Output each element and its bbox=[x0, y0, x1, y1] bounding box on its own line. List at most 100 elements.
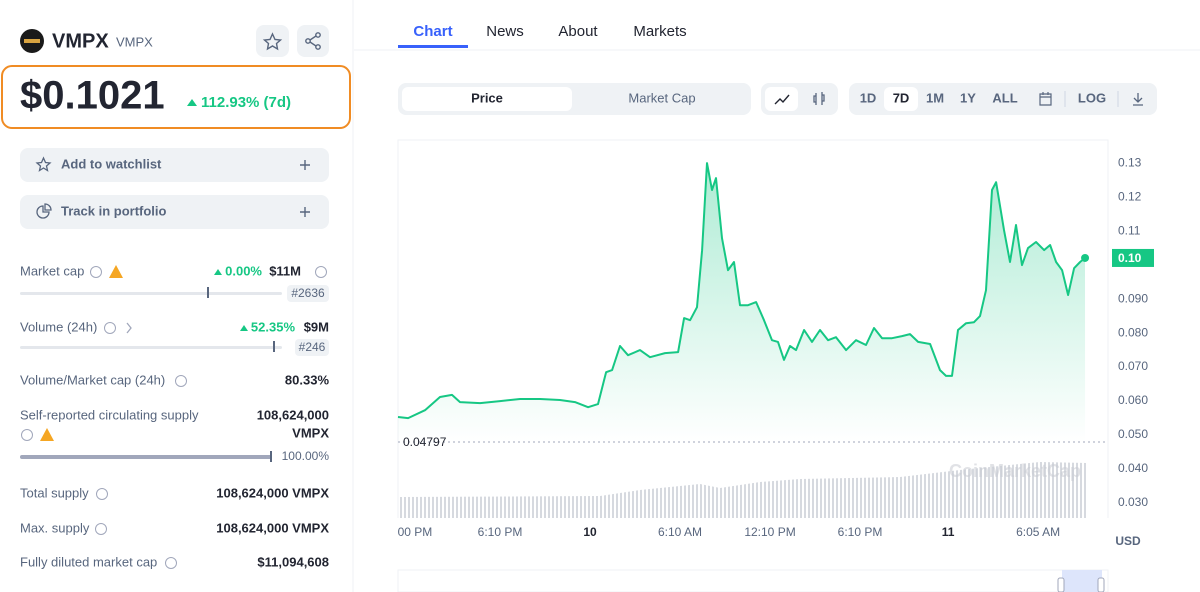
calendar-icon[interactable] bbox=[1039, 92, 1052, 106]
info-icon bbox=[90, 266, 102, 278]
mode-selected bbox=[402, 87, 572, 111]
x-tick-label: 00 PM bbox=[398, 525, 433, 539]
watchlist-button[interactable] bbox=[20, 148, 329, 182]
navigator-handle[interactable] bbox=[1097, 577, 1105, 592]
tab[interactable]: About bbox=[558, 23, 598, 40]
download-icon[interactable] bbox=[1133, 93, 1143, 106]
plot: 0.047970.130.120.110.0900.0800.0700.0600… bbox=[398, 155, 1154, 548]
range-selected bbox=[884, 87, 918, 111]
x-tick-label: 6:10 AM bbox=[658, 525, 702, 539]
progress-marker bbox=[273, 341, 275, 352]
last-value-badge bbox=[1112, 248, 1154, 267]
progress-bar bbox=[20, 292, 282, 295]
mode-option[interactable]: Price bbox=[471, 90, 503, 105]
info-icon bbox=[96, 488, 108, 500]
last-point bbox=[1081, 253, 1090, 262]
warning-icon bbox=[109, 265, 123, 278]
stat-percent: 100.00% bbox=[282, 449, 330, 463]
progress-bar bbox=[20, 455, 272, 459]
candle-icon[interactable] bbox=[813, 92, 825, 105]
stat-label: Market cap bbox=[20, 263, 84, 278]
price-change: 112.93% (7d) bbox=[201, 94, 291, 111]
unit-label: USD bbox=[1115, 534, 1141, 548]
x-tick-label: 6:10 PM bbox=[838, 525, 883, 539]
y-tick-label: 0.11 bbox=[1118, 223, 1141, 237]
y-tick-label: 0.040 bbox=[1118, 461, 1148, 475]
y-tick-label: 0.070 bbox=[1118, 359, 1148, 373]
y-tick-label: 0.090 bbox=[1118, 291, 1148, 305]
stat-value: 108,624,000 VMPX bbox=[216, 520, 329, 535]
log-toggle[interactable]: LOG bbox=[1078, 90, 1106, 105]
x-tick-label: 6:05 AM bbox=[1016, 525, 1060, 539]
tab-indicator bbox=[398, 45, 468, 48]
rank: #2636 bbox=[291, 286, 325, 300]
tab[interactable]: Markets bbox=[633, 23, 686, 40]
stat-label: Max. supply bbox=[20, 520, 90, 535]
coin-name: VMPX bbox=[52, 30, 109, 52]
rank: #246 bbox=[299, 340, 326, 354]
progress-marker bbox=[207, 287, 209, 298]
price-highlight bbox=[1, 65, 351, 129]
portfolio-button[interactable] bbox=[20, 195, 329, 229]
info-icon bbox=[165, 557, 177, 569]
warning-icon bbox=[40, 428, 54, 441]
volume-bars bbox=[398, 462, 1087, 518]
y-tick-label: 0.050 bbox=[1118, 427, 1148, 441]
info-icon bbox=[95, 523, 107, 535]
line-icon[interactable] bbox=[774, 94, 790, 105]
price: $0.1021 bbox=[20, 74, 165, 118]
navigator-handle[interactable] bbox=[1057, 577, 1065, 592]
up-arrow bbox=[187, 99, 197, 106]
star-icon bbox=[35, 156, 52, 172]
range-option[interactable]: 1D bbox=[860, 90, 877, 105]
stat-value: $9M bbox=[304, 319, 329, 334]
tab[interactable]: News bbox=[486, 23, 524, 40]
stat-value: $11,094,608 bbox=[257, 554, 329, 569]
share-button[interactable] bbox=[297, 25, 329, 57]
coin-logo-mark bbox=[24, 39, 40, 43]
watermark: CoinMarketCap bbox=[949, 461, 1081, 481]
y-tick-label: 0.080 bbox=[1118, 325, 1148, 339]
range-toggle bbox=[849, 83, 1157, 115]
info-icon bbox=[315, 266, 327, 278]
x-tick-label: 10 bbox=[583, 525, 597, 539]
watchlist-label: Add to watchlist bbox=[61, 156, 162, 171]
rank-badge bbox=[295, 339, 329, 356]
stat-value: $11M bbox=[269, 263, 301, 278]
up-arrow bbox=[214, 269, 222, 275]
range-option[interactable]: 1M bbox=[926, 90, 944, 105]
portfolio-label: Track in portfolio bbox=[61, 203, 167, 218]
price-line bbox=[397, 162, 1086, 420]
chevron[interactable] bbox=[126, 322, 132, 334]
stat-unit: VMPX bbox=[292, 425, 329, 440]
x-tick-label: 12:10 PM bbox=[744, 525, 795, 539]
stat-value: 80.33% bbox=[285, 372, 330, 387]
star-icon bbox=[262, 32, 283, 51]
progress-marker bbox=[270, 451, 272, 462]
stat-label: Total supply bbox=[20, 485, 89, 500]
plus-icon bbox=[300, 160, 310, 170]
mode-option[interactable]: Market Cap bbox=[628, 90, 695, 105]
star-button[interactable] bbox=[256, 25, 289, 57]
range-option[interactable]: 1Y bbox=[960, 90, 976, 105]
last-value-label: 0.10 bbox=[1118, 251, 1142, 265]
price-area bbox=[398, 163, 1086, 442]
y-tick-label: 0.060 bbox=[1118, 393, 1148, 407]
range-option[interactable]: ALL bbox=[992, 90, 1017, 105]
y-tick-label: 0.13 bbox=[1118, 155, 1142, 169]
info-icon bbox=[104, 322, 116, 334]
x-tick-label: 11 bbox=[942, 525, 955, 539]
stat-label: Volume (24h) bbox=[20, 319, 97, 334]
navigator-window[interactable] bbox=[1062, 570, 1102, 592]
y-tick-label: 0.12 bbox=[1118, 189, 1142, 203]
info-icon bbox=[21, 429, 33, 441]
range-option[interactable]: 7D bbox=[893, 90, 910, 105]
tab[interactable]: Chart bbox=[413, 23, 452, 40]
plot-border bbox=[397, 139, 1109, 518]
plus-icon bbox=[300, 207, 310, 217]
progress-bar bbox=[20, 346, 282, 349]
stat-label: Self-reported circulating supply bbox=[20, 407, 199, 422]
info-icon bbox=[175, 375, 187, 387]
stat-change: 0.00% bbox=[225, 263, 262, 278]
